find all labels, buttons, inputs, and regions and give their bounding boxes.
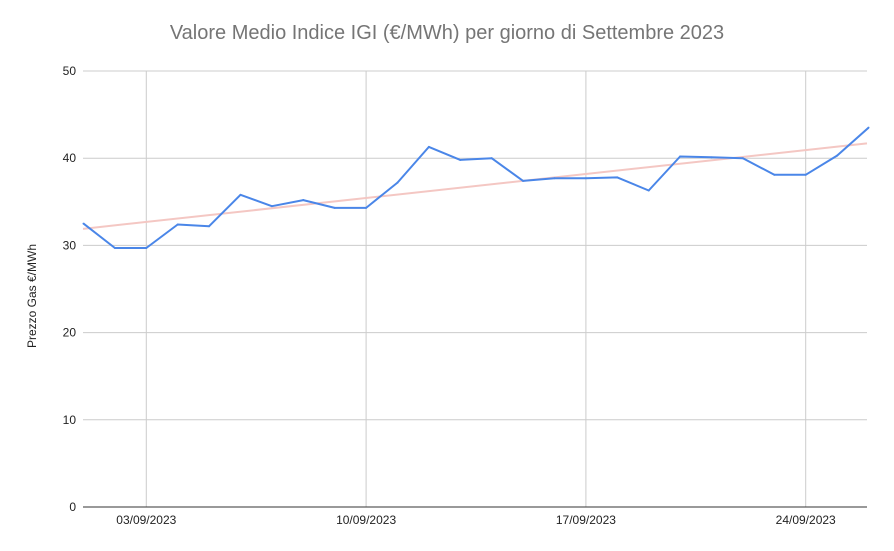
data-point (867, 126, 870, 129)
y-tick-label: 0 (69, 500, 76, 514)
data-point (239, 193, 242, 196)
data-point (584, 177, 587, 180)
series-line (82, 126, 870, 249)
data-point (365, 206, 368, 209)
y-tick-label: 30 (63, 238, 77, 252)
y-tick-label: 40 (63, 151, 77, 165)
data-point (647, 189, 650, 192)
data-point (490, 157, 493, 160)
chart-title: Valore Medio Indice IGI (€/MWh) per gior… (169, 22, 725, 44)
y-tick-label: 10 (63, 413, 77, 427)
data-point (522, 179, 525, 182)
y-tick-label: 20 (63, 326, 77, 340)
data-point (208, 225, 211, 228)
x-tick-label: 24/09/2023 (776, 513, 836, 527)
x-tick-label: 10/09/2023 (336, 513, 396, 527)
x-tick-label: 17/09/2023 (556, 513, 616, 527)
data-point (82, 222, 85, 225)
data-point (176, 223, 179, 226)
data-point (427, 145, 430, 148)
data-point (804, 173, 807, 176)
data-point (616, 176, 619, 179)
data-point (302, 199, 305, 202)
data-point (459, 158, 462, 161)
data-point (113, 247, 116, 250)
data-point (553, 177, 556, 180)
y-tick-label: 50 (63, 64, 77, 78)
data-point (836, 154, 839, 157)
data-point (270, 205, 273, 208)
data-point (145, 247, 148, 250)
data-point (741, 157, 744, 160)
x-tick-label: 03/09/2023 (116, 513, 176, 527)
data-point (679, 155, 682, 158)
trendline (82, 142, 868, 230)
data-point (773, 173, 776, 176)
data-point (396, 181, 399, 184)
data-point (710, 156, 713, 159)
data-point (333, 206, 336, 209)
